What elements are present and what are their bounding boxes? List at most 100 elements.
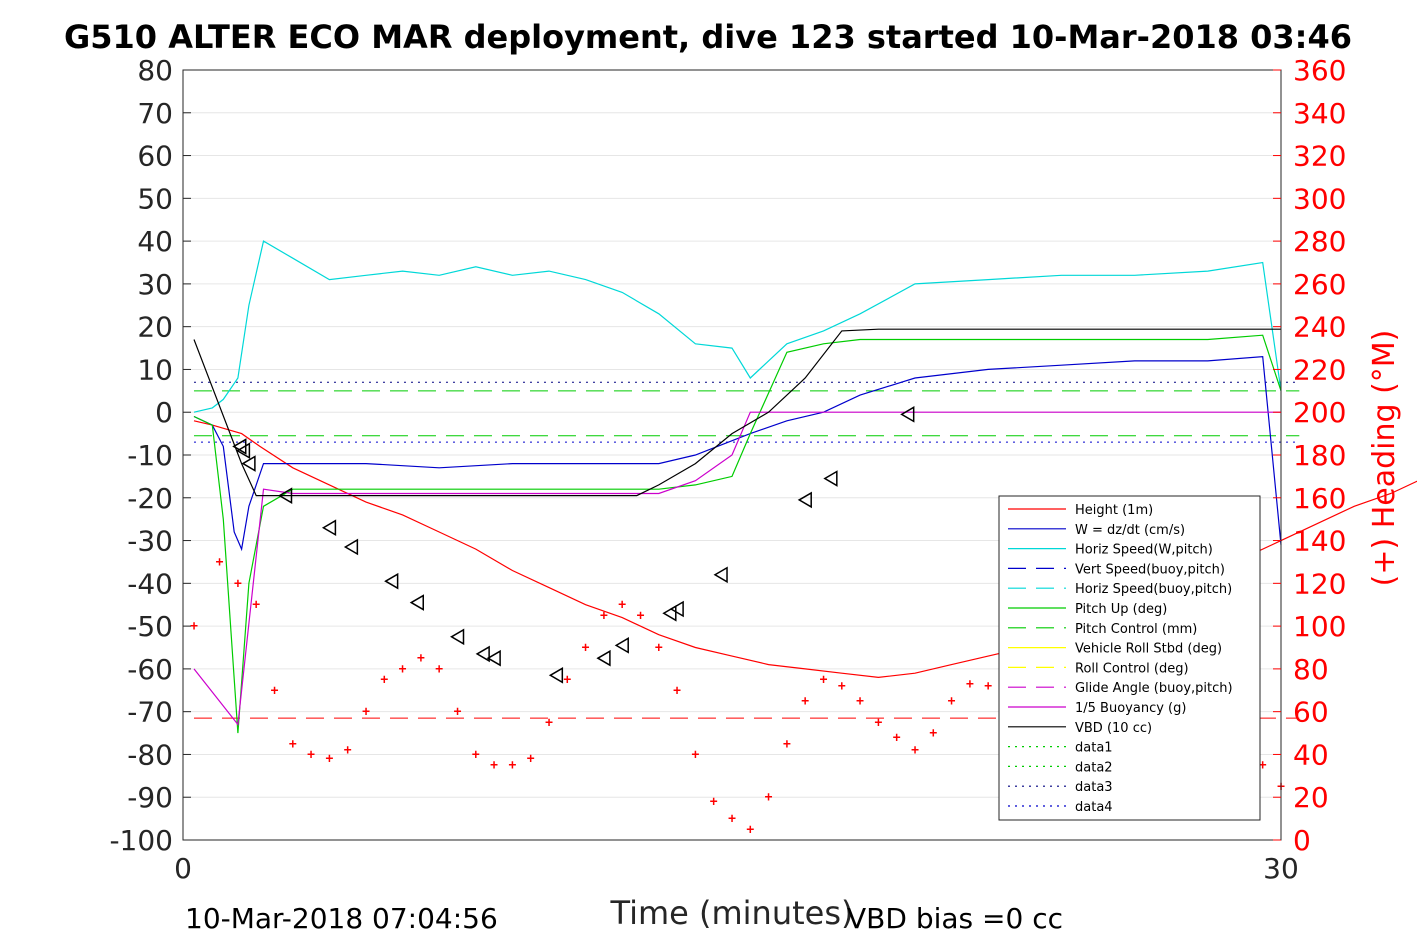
right-tick-label: 160 [1293,482,1346,515]
left-tick-label: -100 [109,824,173,857]
left-tick-label: 70 [137,97,173,130]
heading-point: + [472,747,480,762]
heading-point: + [893,730,901,745]
left-tick-label: -10 [127,439,173,472]
series-line [193,355,1282,552]
left-axis-ticks: 80 70 60 50 40 30 20 10 0 -10 -20 -30 -40 -50 -60 -70 -8… [109,54,191,857]
legend-label: Pitch Up (deg) [1075,602,1167,617]
legend-label: Roll Control (deg) [1075,661,1189,676]
heading-point: + [710,795,718,810]
right-tick-label: 240 [1293,311,1346,344]
triangle-marker [409,594,424,611]
series-line [193,328,1281,497]
triangle-marker [669,600,684,618]
left-tick-label: 20 [137,311,173,344]
heading-point: + [399,662,407,677]
heading-point: + [600,608,608,623]
heading-point: + [911,743,919,758]
heading-point: + [1259,758,1267,773]
left-tick-label: -90 [127,781,173,814]
left-tick-label: 0 [155,396,173,429]
legend-label: Pitch Control (mm) [1075,622,1197,637]
triangle-marker [321,519,337,537]
legend-label: 1/5 Buoyancy (g) [1075,701,1186,716]
legend-label: data4 [1075,800,1113,815]
left-tick-label: -50 [127,610,173,643]
left-tick-label: 30 [137,268,173,301]
footer-vbd-bias: VBD bias =0 cc [847,902,1063,935]
x-axis-ticks: 0 30 [174,832,1299,885]
heading-point: + [216,555,224,570]
heading-point: + [289,737,297,752]
reference-lines [193,381,1300,719]
heading-point: + [344,743,352,758]
triangle-marker [450,628,465,646]
legend-label: Vehicle Roll Stbd (deg) [1075,642,1222,657]
right-tick-label: 80 [1293,653,1329,686]
heading-point: + [746,822,754,837]
heading-point: + [508,758,516,773]
legend-label: Vert Speed(buoy,pitch) [1075,562,1225,577]
triangle-marker [277,487,293,504]
left-tick-label: 40 [137,225,173,258]
heading-point: + [856,694,864,709]
triangle-marker [662,604,677,622]
footer-date: 10-Mar-2018 07:04:56 [185,902,498,935]
legend-box [998,495,1261,821]
legend-label: VBD (10 cc) [1075,721,1152,736]
heading-point: + [325,752,333,767]
triangle-marker [343,538,359,556]
left-tick-label: 60 [137,140,173,173]
triangle-marker [797,491,812,509]
left-tick-label: -40 [127,567,173,600]
heading-point: + [966,677,974,692]
left-tick-label: -30 [127,525,173,558]
heading-point: + [582,641,590,656]
right-axis-label: (+) Heading (°M) [1367,330,1402,587]
heading-point: + [362,705,370,720]
legend-label: data2 [1075,760,1113,775]
legend-label: Height (1m) [1075,503,1153,518]
right-tick-label: 20 [1293,781,1329,814]
chart-title: G510 ALTER ECO MAR deployment, dive 123 … [64,18,1352,56]
left-tick-label: 10 [137,353,173,386]
left-tick-label: -60 [127,653,173,686]
right-tick-label: 360 [1293,54,1346,87]
right-tick-label: 0 [1293,824,1311,857]
x-tick-label: 30 [1263,852,1299,885]
heading-point: + [691,747,699,762]
right-tick-label: 220 [1293,353,1346,386]
heading-point: + [417,651,425,666]
triangle-marker [384,572,399,590]
series-line [193,411,1281,727]
left-tick-label: -70 [127,696,173,729]
triangle-markers [232,406,915,684]
legend-label: Glide Angle (buoy,pitch) [1075,681,1233,696]
triangle-marker [823,470,838,487]
right-tick-label: 180 [1293,439,1346,472]
heading-point: + [838,679,846,694]
heading-point: + [490,758,498,773]
right-tick-label: 200 [1293,396,1346,429]
series-line [193,334,1282,734]
heading-point: + [527,752,535,767]
right-axis-ticks: 3603403203002802602402202001801601401201… [1273,54,1346,857]
right-tick-label: 340 [1293,97,1346,130]
triangle-marker [614,637,629,654]
heading-point: + [929,726,937,741]
legend-label: data3 [1075,780,1113,795]
right-tick-label: 100 [1293,610,1346,643]
legend-label: Horiz Speed(buoy,pitch) [1075,582,1232,597]
triangle-marker [235,442,251,460]
heading-point: + [728,812,736,827]
heading-point: + [563,673,571,688]
series-line [193,240,1282,413]
heading-point: + [801,694,809,709]
left-tick-label: 50 [137,182,173,215]
left-tick-label: -80 [127,738,173,771]
heading-point: + [234,576,242,591]
right-tick-label: 140 [1293,525,1346,558]
heading-point: + [637,608,645,623]
heading-point: + [435,662,443,677]
